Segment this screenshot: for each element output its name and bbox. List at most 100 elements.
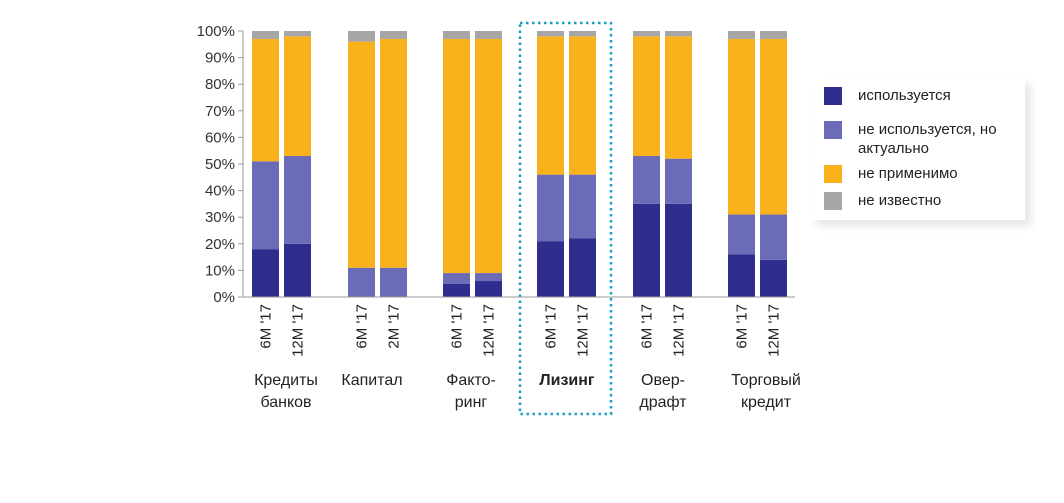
y-tick-label: 10%: [205, 262, 235, 279]
x-tick-label: 12M '17: [481, 304, 498, 357]
group-label-line: Капитал: [341, 372, 402, 389]
legend-label: используется: [858, 87, 951, 104]
group-label-line: Торговый: [731, 372, 801, 389]
bar-segment-4: [348, 31, 375, 42]
bar-segment-4: [633, 31, 660, 37]
bar-segment-3: [380, 38, 407, 268]
bar-segment-2: [665, 158, 692, 204]
legend-label: не используется, но актуально: [858, 121, 997, 157]
highlight-frame: [518, 21, 613, 416]
plot-area: [252, 21, 787, 416]
y-tick-label: 0%: [213, 289, 235, 306]
x-tick-label: 12M '17: [766, 304, 783, 357]
bar-segment-3: [348, 41, 375, 268]
y-tick-label: 40%: [205, 183, 235, 200]
bar-segment-3: [665, 36, 692, 159]
x-axis: 6M '17 12M '17 Кредиты банков 6M '17 2M '17 Ка…: [243, 296, 801, 411]
bar-segment-4: [252, 31, 279, 39]
y-tick-label: 30%: [205, 209, 235, 226]
bar-segment-4: [380, 31, 407, 39]
group-label: Факто-ринг: [446, 372, 496, 411]
group-label: Лизинг: [539, 372, 595, 389]
bar-segment-1: [728, 254, 755, 297]
legend-swatch: [824, 192, 842, 210]
bar-segment-3: [252, 38, 279, 162]
group-label-line: Кредиты: [254, 372, 318, 389]
bar-segment-2: [348, 267, 375, 297]
y-tick-label: 60%: [205, 129, 235, 146]
bar-segment-3: [760, 38, 787, 215]
bar-segment-4: [537, 31, 564, 37]
group-label-line: Овер-: [641, 372, 685, 389]
bar-segment-1: [760, 259, 787, 297]
group-label-line: кредит: [741, 394, 792, 411]
legend: используется не используется, но актуаль…: [810, 78, 1025, 220]
bar-segment-2: [537, 174, 564, 242]
bar-segment-2: [252, 161, 279, 250]
x-tick-label: 6M '17: [639, 304, 656, 349]
bar-segment-1: [665, 203, 692, 297]
legend-item-unused-relevant: не используется, но актуально: [824, 120, 1018, 158]
legend-label: не известно: [858, 192, 942, 209]
y-tick-label: 90%: [205, 50, 235, 67]
bar-segment-2: [443, 273, 470, 284]
bar-segment-1: [475, 281, 502, 297]
group-label-line: банков: [260, 394, 311, 411]
group-label-line: Факто-: [446, 372, 496, 389]
bar-segment-1: [252, 249, 279, 297]
bar-segment-2: [475, 273, 502, 282]
y-tick-label: 70%: [205, 103, 235, 120]
legend-swatch: [824, 165, 842, 183]
x-tick-label: 6M '17: [734, 304, 751, 349]
bar-segment-4: [443, 31, 470, 39]
bar-segment-4: [569, 31, 596, 37]
bar-segment-2: [569, 174, 596, 239]
group-label-line: ринг: [455, 394, 488, 411]
x-tick-label: 12M '17: [671, 304, 688, 357]
legend-item-not-applicable: не применимо: [824, 164, 1018, 183]
x-tick-label: 6M '17: [449, 304, 466, 349]
bar-segment-3: [475, 38, 502, 274]
bar-segment-4: [760, 31, 787, 39]
legend-item-unknown: не известно: [824, 191, 1018, 210]
y-tick-label: 80%: [205, 76, 235, 93]
bar-segment-2: [728, 214, 755, 255]
legend-label: не применимо: [858, 165, 958, 182]
bar-segment-3: [569, 36, 596, 175]
x-tick-label: 2M '17: [386, 304, 403, 349]
bar-segment-2: [380, 267, 407, 297]
x-tick-label: 6M '17: [258, 304, 275, 349]
bar-segment-1: [633, 203, 660, 297]
bar-segment-3: [728, 38, 755, 215]
bar-segment-1: [537, 241, 564, 297]
legend-item-used: используется: [824, 86, 1018, 105]
y-tick-label: 50%: [205, 156, 235, 173]
legend-swatch: [824, 121, 842, 139]
group-label: Торговый кредит: [731, 372, 801, 411]
group-label: Капитал: [341, 372, 402, 389]
bar-segment-4: [665, 31, 692, 37]
group-label: Овер-драфт: [639, 372, 687, 411]
bar-segment-2: [633, 156, 660, 204]
legend-swatch: [824, 87, 842, 105]
x-tick-label: 12M '17: [290, 304, 307, 357]
bar-segment-4: [475, 31, 502, 39]
bar-segment-1: [569, 238, 596, 297]
bar-segment-3: [633, 36, 660, 157]
bar-segment-4: [728, 31, 755, 39]
y-tick-label: 100%: [197, 23, 235, 40]
bar-segment-4: [284, 31, 311, 37]
bar-segment-3: [284, 36, 311, 157]
x-tick-label: 6M '17: [543, 304, 560, 349]
bar-segment-1: [284, 243, 311, 297]
group-label-line: драфт: [639, 394, 687, 411]
y-axis: 0% 10% 20% 30% 40% 50% 60% 70% 80% 90% 100%: [197, 23, 244, 306]
group-label: Кредиты банков: [254, 372, 318, 411]
bar-segment-3: [443, 38, 470, 274]
x-tick-label: 6M '17: [354, 304, 371, 349]
bar-segment-3: [537, 36, 564, 175]
bar-segment-2: [760, 214, 787, 260]
y-tick-label: 20%: [205, 236, 235, 253]
group-label-line: Лизинг: [539, 372, 595, 389]
